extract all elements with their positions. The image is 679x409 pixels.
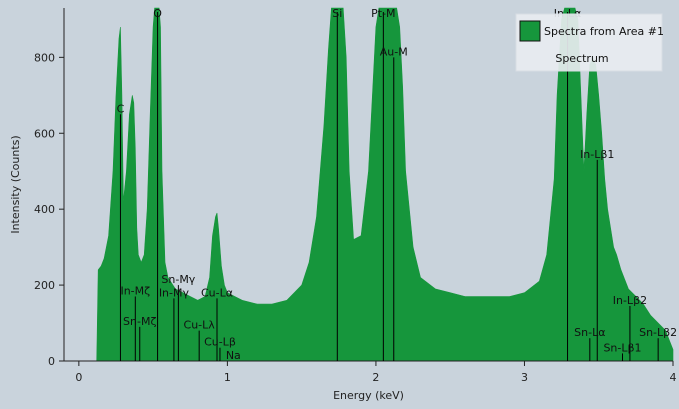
peak-label-17: Sn-Lβ1 bbox=[603, 341, 641, 354]
peak-label-4: Sn-Mγ bbox=[161, 273, 195, 286]
peak-label-14: In-Lβ1 bbox=[580, 148, 614, 161]
y-tick-label-0: 0 bbox=[48, 355, 55, 368]
x-tick-label-1: 1 bbox=[224, 371, 231, 384]
legend-entry-label: Spectra from Area #1 bbox=[544, 25, 664, 38]
peak-label-5: In-Mγ bbox=[159, 286, 190, 299]
legend-swatch bbox=[519, 20, 541, 42]
x-tick-label-4: 4 bbox=[670, 371, 677, 384]
peak-label-2: In-Mζ bbox=[120, 284, 150, 297]
y-axis-title: Intensity (Counts) bbox=[9, 135, 22, 233]
x-tick-label-0: 0 bbox=[75, 371, 82, 384]
spectrum-series bbox=[96, 7, 674, 362]
x-tick-label-2: 2 bbox=[372, 371, 379, 384]
x-axis-title: Energy (keV) bbox=[333, 389, 404, 402]
y-tick-label-4: 800 bbox=[34, 51, 55, 64]
x-tick-label-3: 3 bbox=[521, 371, 528, 384]
legend-footer-label: Spectrum bbox=[555, 52, 608, 65]
peak-label-18: Sn-Lβ2 bbox=[639, 326, 677, 339]
peak-label-6: Cu-Lα bbox=[201, 286, 233, 299]
peak-label-12: Au-M bbox=[380, 45, 408, 58]
peak-label-1: O bbox=[153, 7, 162, 20]
peak-label-9: Na bbox=[226, 349, 241, 362]
y-tick-label-1: 200 bbox=[34, 279, 55, 292]
peak-label-0: C bbox=[117, 102, 125, 115]
peak-label-15: In-Lβ2 bbox=[613, 294, 647, 307]
peak-label-16: Sn-Lα bbox=[574, 326, 605, 339]
peak-label-11: Pt-M bbox=[371, 7, 395, 20]
peak-label-8: Cu-Lβ bbox=[204, 336, 236, 349]
y-tick-label-3: 600 bbox=[34, 127, 55, 140]
peak-label-10: Si bbox=[332, 7, 342, 20]
peak-label-7: Cu-Lλ bbox=[184, 319, 216, 332]
peak-label-3: Sn-Mζ bbox=[123, 315, 156, 328]
y-tick-label-2: 400 bbox=[34, 203, 55, 216]
